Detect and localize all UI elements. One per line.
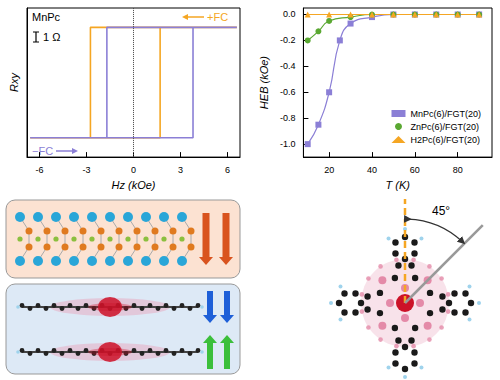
- svg-text:HEB (kOe): HEB (kOe): [258, 56, 270, 110]
- svg-text:ZnPc(6)/FGT(20): ZnPc(6)/FGT(20): [410, 122, 479, 132]
- svg-text:-3: -3: [83, 165, 91, 175]
- svg-text:0.0: 0.0: [283, 9, 296, 19]
- svg-text:20: 20: [324, 165, 334, 175]
- svg-text:-0.6: -0.6: [280, 87, 296, 97]
- svg-text:0: 0: [131, 165, 136, 175]
- svg-text:MnPc(6)/FGT(20): MnPc(6)/FGT(20): [410, 109, 481, 119]
- svg-text:Rxy: Rxy: [8, 72, 20, 92]
- svg-text:MnPc: MnPc: [32, 11, 61, 23]
- svg-text:80: 80: [453, 165, 463, 175]
- svg-text:+FC: +FC: [207, 11, 228, 23]
- svg-text:1 Ω: 1 Ω: [43, 31, 60, 43]
- svg-text:6: 6: [225, 165, 230, 175]
- svg-text:-0.4: -0.4: [280, 61, 296, 71]
- svg-text:3: 3: [178, 165, 183, 175]
- svg-text:−FC: −FC: [32, 145, 53, 157]
- svg-text:60: 60: [410, 165, 420, 175]
- svg-text:-0.2: -0.2: [280, 35, 296, 45]
- svg-text:T (K): T (K): [385, 179, 410, 191]
- svg-text:H2Pc(6)/FGT(20): H2Pc(6)/FGT(20): [410, 135, 480, 145]
- svg-text:Hz (kOe): Hz (kOe): [112, 179, 156, 191]
- svg-text:-0.8: -0.8: [280, 113, 296, 123]
- svg-text:40: 40: [367, 165, 377, 175]
- svg-text:-1.0: -1.0: [280, 139, 296, 149]
- svg-text:45°: 45°: [432, 204, 450, 218]
- svg-text:-6: -6: [36, 165, 44, 175]
